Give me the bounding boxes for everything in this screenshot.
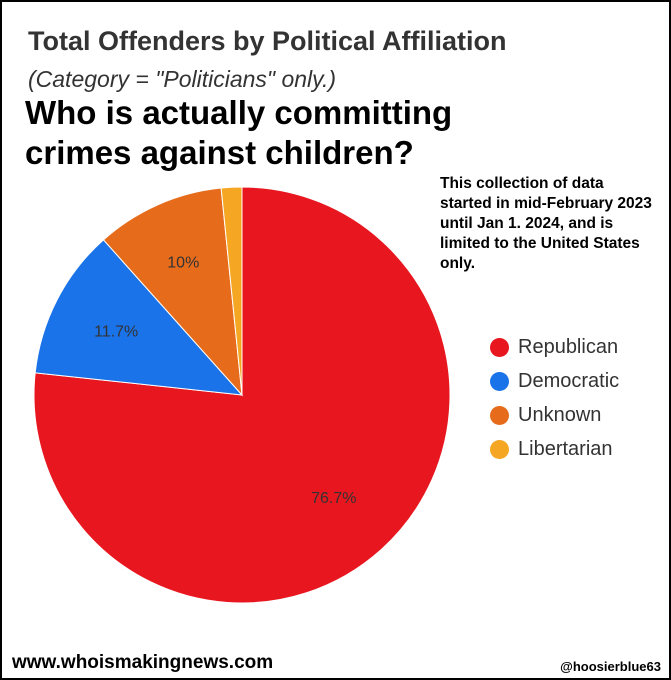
legend-item-democratic: Democratic <box>490 364 619 398</box>
author-handle: @hoosierblue63 <box>560 659 661 674</box>
legend-swatch-democratic <box>490 371 509 391</box>
data-label-republican: 76.7% <box>311 490 356 507</box>
legend-label-unknown: Unknown <box>518 403 602 426</box>
legend-label-democratic: Democratic <box>518 369 620 392</box>
legend-item-unknown: Unknown <box>490 398 619 432</box>
legend-swatch-unknown <box>490 405 509 425</box>
legend-label-republican: Republican <box>518 335 619 358</box>
legend-swatch-libertarian <box>490 439 509 459</box>
website-link[interactable]: www.whoismakingnews.com <box>12 652 274 673</box>
pie-slice-democratic <box>34 239 244 396</box>
headline: Who is actually committing crimes agains… <box>25 94 453 171</box>
data-label-democratic: 11.7% <box>94 323 138 340</box>
legend-label-libertarian: Libertarian <box>518 437 613 460</box>
data-note: This collection of data started in mid-F… <box>440 175 652 272</box>
chart-subtitle: (Category = "Politicians" only.) <box>28 66 336 92</box>
pie-slice-republican <box>33 186 451 604</box>
legend-item-republican: Republican <box>490 330 619 364</box>
pie-slice-libertarian <box>220 186 243 396</box>
legend: Republican Democratic Unknown Libertaria… <box>490 330 619 466</box>
legend-swatch-republican <box>490 337 509 357</box>
chart-title: Total Offenders by Political Affiliation <box>28 26 507 56</box>
pie-slice-unknown <box>102 187 243 397</box>
legend-item-libertarian: Libertarian <box>490 432 619 466</box>
data-label-unknown: 10% <box>167 255 199 272</box>
